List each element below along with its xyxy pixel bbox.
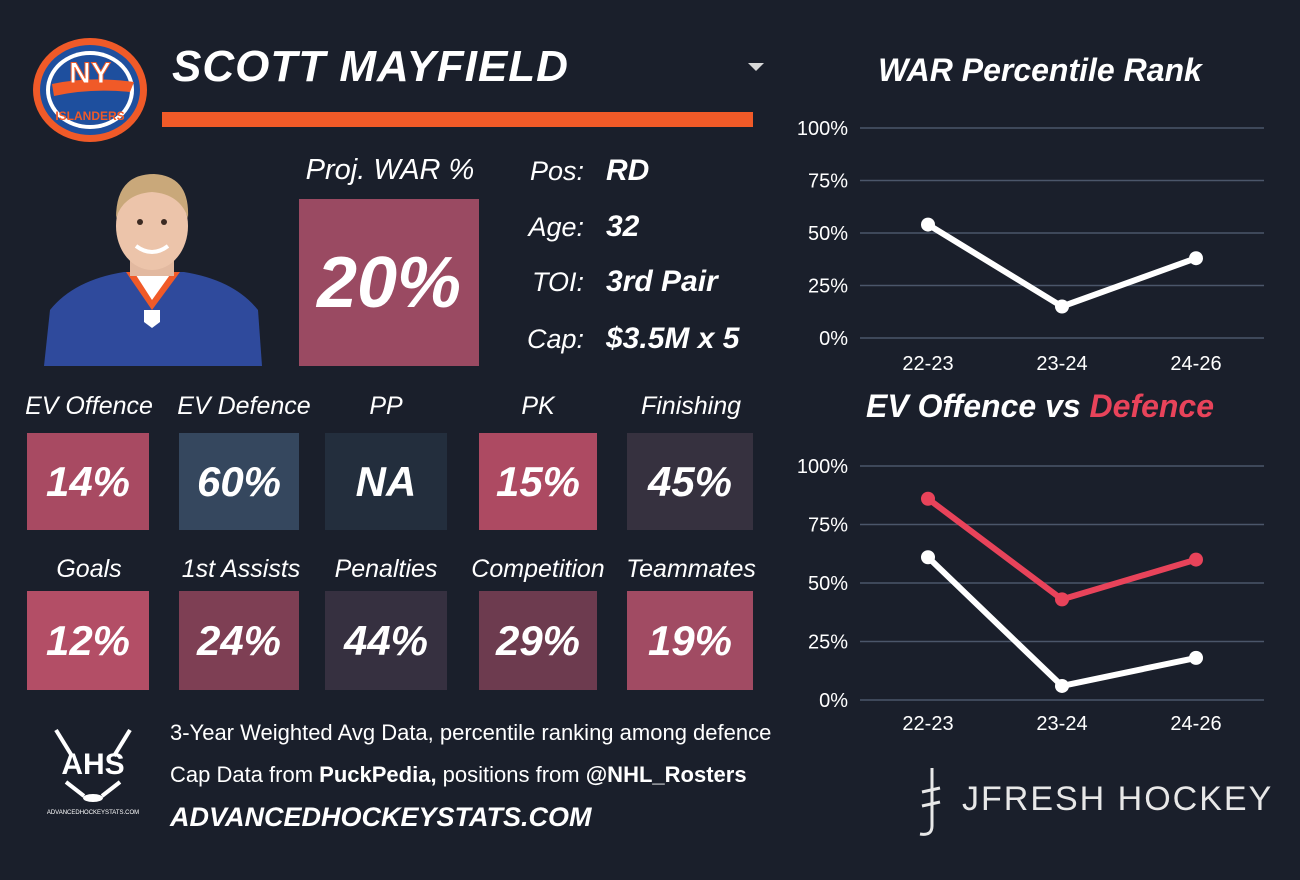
y-tick-label: 25%	[808, 632, 848, 654]
tile-label-pk: PK	[521, 392, 555, 420]
y-tick-label: 50%	[808, 223, 848, 245]
x-tick-label: 24-26	[1170, 353, 1221, 375]
x-tick-label: 22-23	[902, 713, 953, 735]
tile-competition: 29%	[479, 591, 597, 690]
series-point-0	[1189, 251, 1203, 266]
tile-label-penalties: Penalties	[334, 555, 438, 583]
ev-offence-defence-chart: 100% 75% 50% 25% 0% 22-23 23-24 24-26	[797, 456, 1264, 735]
chart1-title: WAR Percentile Rank	[878, 52, 1202, 88]
tile-label-competition: Competition	[471, 555, 605, 583]
tile-goals: 12%	[27, 591, 149, 690]
ahs-logo-subtext: ADVANCEDHOCKEYSTATS.COM	[47, 810, 139, 816]
y-tick-label: 25%	[808, 276, 848, 298]
team-logo: NY ISLANDERS	[30, 36, 150, 144]
tile-label-pp: PP	[369, 392, 403, 420]
player-name: SCOTT MAYFIELD	[172, 42, 569, 91]
tile-pk: 15%	[479, 433, 597, 530]
series-point-0	[1055, 299, 1069, 314]
nhl-rosters-link[interactable]: @NHL_Rosters	[585, 762, 747, 787]
tile-pp: NA	[325, 433, 447, 530]
site-link[interactable]: ADVANCEDHOCKEYSTATS.COM	[170, 802, 592, 832]
series-point-0	[1055, 678, 1069, 693]
player-photo	[44, 160, 262, 366]
player-select-dropdown[interactable]	[748, 63, 764, 71]
y-tick-label: 75%	[808, 171, 848, 193]
series-point-0	[921, 550, 935, 565]
y-tick-label: 50%	[808, 573, 848, 595]
tile-label-teammates: Teammates	[626, 555, 756, 583]
footer-sources-prefix: Cap Data from	[170, 762, 320, 787]
x-tick-label: 24-26	[1170, 713, 1221, 735]
info-value-cap: $3.5M x 5	[606, 322, 740, 355]
proj-war-value: 20%	[299, 199, 479, 366]
y-tick-label: 100%	[797, 118, 848, 140]
series-point-0	[921, 217, 935, 232]
tile-ev-offence: 14%	[27, 433, 149, 530]
series-line-1	[926, 496, 1197, 603]
info-label-pos: Pos:	[529, 156, 584, 186]
series-line-0	[925, 555, 1197, 689]
tile-label-goals: Goals	[56, 555, 122, 583]
series-point-1	[921, 491, 935, 506]
puckpedia-link[interactable]: PuckPedia,	[319, 762, 437, 787]
series-point-1	[1189, 552, 1203, 567]
info-label-age: Age:	[528, 212, 584, 242]
jfresh-logo	[910, 766, 950, 838]
tile-finishing: 45%	[627, 433, 753, 530]
tile-label-1st-assists: 1st Assists	[181, 555, 301, 583]
tile-label-finishing: Finishing	[640, 392, 742, 420]
tile-teammates: 19%	[627, 591, 753, 690]
y-tick-label: 0%	[819, 328, 848, 350]
title-underline	[162, 112, 753, 127]
footer-sources: Cap Data from PuckPedia, positions from …	[170, 762, 747, 788]
info-label-toi: TOI:	[531, 267, 584, 297]
y-tick-label: 0%	[819, 690, 848, 712]
tile-label-ev-defence: EV Defence	[177, 392, 311, 420]
chart2-title: EV Offence vs Defence	[840, 388, 1240, 425]
svg-text:NY: NY	[69, 57, 111, 90]
series-point-0	[1189, 650, 1203, 665]
series-line-0	[926, 222, 1198, 310]
tile-penalties: 44%	[325, 591, 447, 690]
info-label-cap: Cap:	[526, 324, 584, 354]
chart2-title-offence: EV Offence vs	[865, 388, 1090, 424]
footer-note: 3-Year Weighted Avg Data, percentile ran…	[170, 720, 772, 745]
series-point-1	[1055, 592, 1069, 607]
x-tick-label: 22-23	[902, 353, 953, 375]
war-percentile-chart: 100% 75% 50% 25% 0% 22-23 23-24 24-26	[797, 118, 1264, 375]
y-tick-label: 75%	[808, 515, 848, 537]
team-logo-text: ISLANDERS	[55, 109, 124, 123]
y-tick-label: 100%	[797, 456, 848, 478]
tile-label-ev-offence: EV Offence	[25, 392, 153, 420]
info-value-toi: 3rd Pair	[606, 265, 718, 298]
info-value-pos: RD	[606, 154, 650, 187]
footer-sources-mid: positions from	[436, 762, 586, 787]
tile-ev-defence: 60%	[179, 433, 299, 530]
x-tick-label: 23-24	[1036, 353, 1087, 375]
tile-1st-assists: 24%	[179, 591, 299, 690]
info-value-age: 32	[606, 210, 640, 243]
jfresh-brand: JFRESH HOCKEY	[962, 780, 1274, 818]
ahs-logo-text: AHS	[61, 748, 124, 781]
chart2-title-defence: Defence	[1089, 388, 1215, 424]
x-tick-label: 23-24	[1036, 713, 1087, 735]
proj-war-label: Proj. WAR %	[305, 154, 475, 186]
ahs-logo: AHS ADVANCEDHOCKEYSTATS.COM	[38, 726, 148, 820]
